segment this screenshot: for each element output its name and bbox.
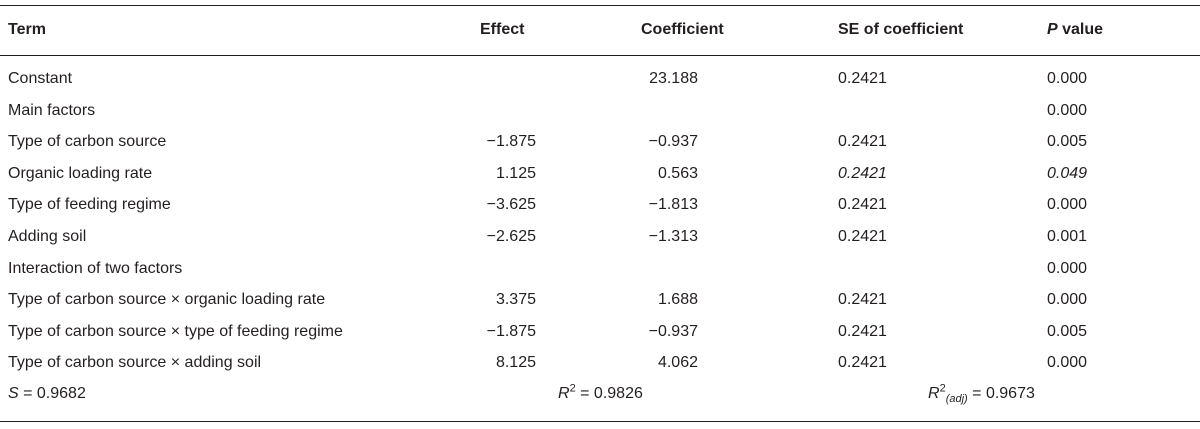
cell-p-value: 0.005 <box>1047 133 1088 150</box>
cell-p-value: 0.000 <box>1047 196 1088 213</box>
cell-se: 0.2421 <box>838 133 887 150</box>
cell-effect: −1.875 <box>486 323 536 340</box>
cell-se: 0.2421 <box>838 323 887 340</box>
cell-term: Adding soil <box>8 228 87 245</box>
stat-r2-adj: R2(adj) = 0.9673 <box>928 382 1035 405</box>
cell-coefficient: −0.937 <box>648 133 698 150</box>
header-se: SE of coefficient <box>838 21 964 38</box>
stat-r2-sup: 2 <box>569 382 576 395</box>
cell-effect: 3.375 <box>495 291 536 308</box>
cell-term: Type of carbon source <box>8 133 167 150</box>
cell-effect: 8.125 <box>495 354 536 371</box>
cell-term: Constant <box>8 70 73 87</box>
table-header-rule <box>0 55 1200 56</box>
cell-effect: 1.125 <box>495 165 536 182</box>
stat-s-value: = 0.9682 <box>18 385 86 402</box>
cell-p-value: 0.001 <box>1047 228 1088 245</box>
cell-se: 0.2421 <box>838 70 887 87</box>
header-term: Term <box>8 21 46 38</box>
cell-term: Type of feeding regime <box>8 196 171 213</box>
cell-p-value: 0.005 <box>1047 323 1088 340</box>
cell-term: Type of carbon source × organic loading … <box>8 291 326 308</box>
header-coefficient: Coefficient <box>641 21 724 38</box>
stat-r2-value: = 0.9826 <box>575 385 643 402</box>
cell-effect: −2.625 <box>486 228 536 245</box>
cell-p-value: 0.000 <box>1047 102 1088 119</box>
header-p-letter: P <box>1047 21 1058 38</box>
cell-coefficient: 23.188 <box>649 70 698 87</box>
cell-term: Organic loading rate <box>8 165 153 182</box>
cell-coefficient: −1.313 <box>648 228 698 245</box>
stat-r2-label: R <box>558 385 570 402</box>
table-top-rule <box>0 5 1200 6</box>
cell-term: Main factors <box>8 102 96 119</box>
header-p-suffix: value <box>1057 21 1104 38</box>
cell-se: 0.2421 <box>838 228 887 245</box>
cell-se: 0.2421 <box>838 291 887 308</box>
stat-r2: R2 = 0.9826 <box>558 382 643 404</box>
cell-term: Type of carbon source × type of feeding … <box>8 323 343 340</box>
cell-se: 0.2421 <box>838 354 887 371</box>
cell-coefficient: 4.062 <box>657 354 698 371</box>
stat-s-label: S <box>8 385 19 402</box>
cell-coefficient: 1.688 <box>657 291 698 308</box>
cell-p-value: 0.000 <box>1047 260 1088 277</box>
stat-s: S = 0.9682 <box>8 384 86 404</box>
stat-r2adj-sup: 2 <box>939 382 946 395</box>
cell-p-value: 0.049 <box>1047 165 1088 182</box>
cell-se: 0.2421 <box>838 165 887 182</box>
cell-effect: −1.875 <box>486 133 536 150</box>
stat-r2adj-sub-text: (adj) <box>945 393 968 406</box>
stat-r2adj-sub: (adj) <box>946 393 968 405</box>
cell-p-value: 0.000 <box>1047 354 1088 371</box>
header-p-value: P value <box>1047 20 1103 40</box>
cell-term: Interaction of two factors <box>8 260 183 277</box>
table-bottom-rule <box>0 421 1200 422</box>
cell-coefficient: −0.937 <box>648 323 698 340</box>
cell-coefficient: −1.813 <box>648 196 698 213</box>
header-effect: Effect <box>480 21 525 38</box>
stat-r2adj-label: R <box>928 385 940 402</box>
cell-effect: −3.625 <box>486 196 536 213</box>
cell-se: 0.2421 <box>838 196 887 213</box>
cell-p-value: 0.000 <box>1047 70 1088 87</box>
cell-term: Type of carbon source × adding soil <box>8 354 262 371</box>
cell-p-value: 0.000 <box>1047 291 1088 308</box>
cell-coefficient: 0.563 <box>657 165 698 182</box>
stat-r2adj-value: = 0.9673 <box>967 385 1035 402</box>
